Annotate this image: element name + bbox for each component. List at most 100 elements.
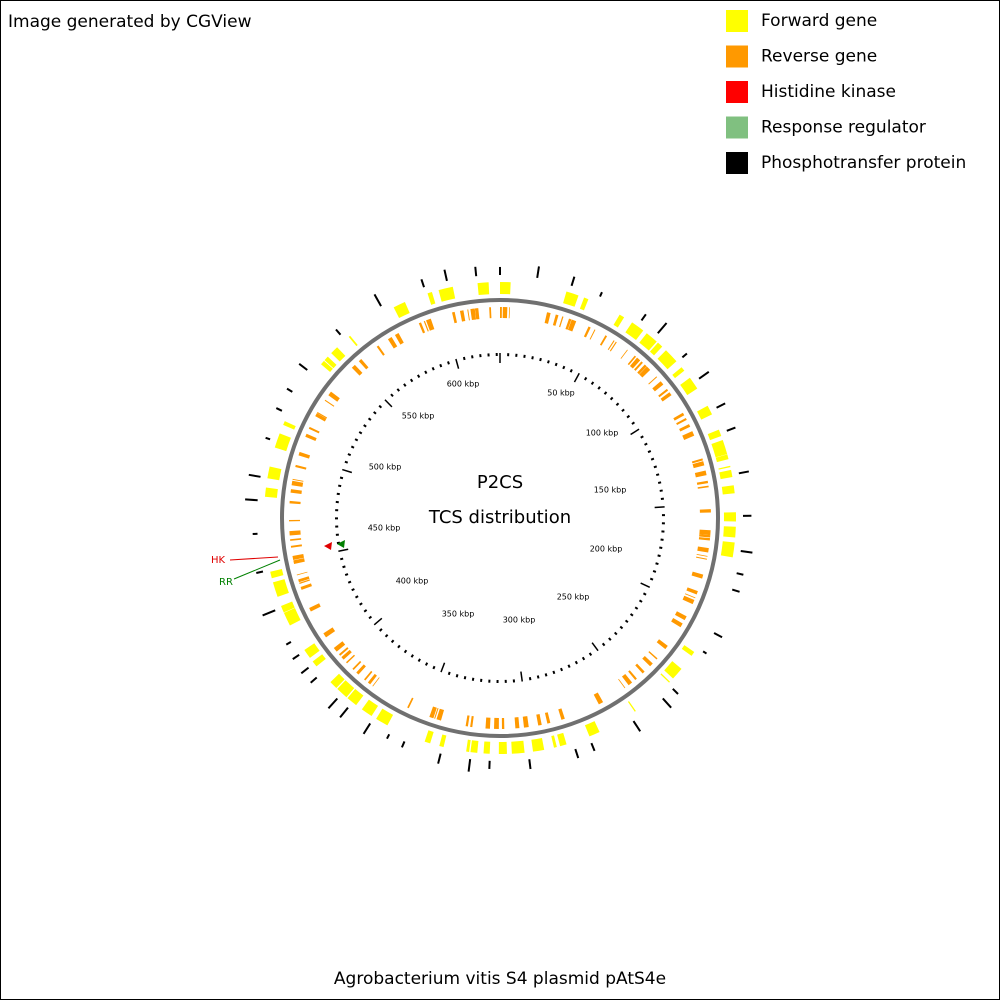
- scale-tick: [547, 360, 550, 364]
- reverse-gene: [292, 478, 304, 482]
- scale-tick: [373, 411, 377, 415]
- scale-tick: [528, 677, 532, 681]
- backbone: [280, 298, 720, 738]
- reverse-gene: [552, 314, 559, 326]
- legend-swatch: [726, 116, 748, 139]
- reverse-gene: [502, 307, 508, 319]
- reverse-gene: [500, 307, 502, 319]
- legend-label: Response regulator: [761, 118, 926, 138]
- outer-tick: [681, 352, 688, 359]
- forward-gene: [531, 738, 545, 752]
- scale-tick: [590, 381, 595, 385]
- scale-tick: [531, 356, 534, 360]
- reverse-gene: [323, 627, 336, 638]
- scale-tick: [432, 665, 436, 670]
- scale-tick: [560, 667, 564, 672]
- outer-tick: [420, 278, 425, 288]
- outer-tick: [327, 697, 339, 710]
- scale-tick: [573, 372, 580, 383]
- scale-tick: [597, 386, 601, 390]
- rr-marker: [337, 540, 345, 548]
- scale-tick: [567, 664, 571, 668]
- scale-tick: [654, 506, 665, 509]
- outer-tick: [599, 291, 603, 297]
- outer-tick: [443, 269, 448, 282]
- reverse-gene: [309, 603, 321, 612]
- forward-gene: [723, 526, 736, 538]
- outer-tick: [373, 293, 382, 307]
- scale-tick: [638, 599, 643, 603]
- scale-label: 600 kbp: [447, 380, 480, 389]
- reverse-gene: [328, 391, 340, 402]
- outer-tick: [632, 720, 642, 732]
- scale-tick: [642, 592, 647, 596]
- outer-tick: [386, 733, 391, 740]
- outer-tick: [248, 473, 261, 478]
- outer-tick: [731, 588, 740, 593]
- forward-gene: [625, 322, 644, 341]
- scale-tick: [583, 376, 588, 381]
- reverse-gene: [567, 319, 577, 332]
- reverse-gene: [298, 451, 311, 459]
- reverse-gene: [508, 307, 511, 319]
- reverse-gene: [376, 345, 385, 356]
- forward-gene: [331, 347, 346, 362]
- outer-tick: [736, 572, 744, 576]
- reverse-gene: [289, 530, 301, 536]
- outer-tick: [400, 741, 406, 748]
- reverse-gene: [648, 376, 658, 385]
- forward-gene: [707, 429, 722, 441]
- outer-tick: [256, 570, 264, 575]
- scale-tick: [347, 453, 352, 457]
- legend-swatch: [726, 152, 748, 174]
- scale-tick: [539, 357, 542, 362]
- scale-tick: [396, 388, 401, 392]
- forward-gene: [711, 440, 728, 458]
- reverse-gene: [467, 309, 470, 321]
- reverse-gene: [522, 716, 529, 728]
- scale-label: 200 kbp: [590, 545, 623, 554]
- reverse-gene: [289, 500, 301, 505]
- scale-tick: [338, 548, 349, 552]
- forward-gene: [470, 740, 479, 753]
- forward-gene: [330, 673, 345, 689]
- scale-tick: [608, 637, 612, 641]
- scale-tick: [378, 404, 383, 409]
- reverse-gene: [559, 316, 564, 328]
- reverse-gene: [634, 361, 643, 371]
- reverse-gene: [293, 558, 305, 565]
- outer-tick: [262, 609, 276, 617]
- forward-gene: [427, 292, 436, 305]
- scale-tick: [344, 460, 349, 464]
- reverse-gene: [679, 424, 691, 432]
- scale-tick: [581, 656, 586, 661]
- outer-tick: [437, 753, 442, 764]
- scale-tick: [351, 588, 355, 592]
- reverse-gene: [593, 692, 604, 705]
- reverse-gene: [434, 707, 439, 719]
- reverse-gene: [305, 433, 317, 441]
- forward-gene: [438, 286, 456, 302]
- outer-tick: [672, 688, 679, 695]
- forward-gene: [466, 739, 471, 752]
- outer-tick: [574, 748, 580, 759]
- legend-label: Reverse gene: [761, 47, 877, 67]
- scale-tick: [350, 445, 355, 449]
- scale-label: 500 kbp: [369, 463, 402, 472]
- forward-gene: [720, 541, 735, 558]
- outer-tick: [726, 426, 736, 432]
- forward-gene: [264, 487, 278, 498]
- scale-tick: [403, 649, 408, 654]
- reverse-gene: [628, 670, 637, 680]
- forward-gene: [563, 291, 579, 307]
- scale-tick: [417, 658, 421, 663]
- outer-tick: [467, 759, 472, 772]
- reverse-gene: [423, 320, 429, 332]
- reverse-gene: [699, 509, 711, 513]
- scale-tick: [629, 613, 634, 617]
- scale-tick: [634, 606, 639, 610]
- forward-gene: [680, 377, 698, 396]
- forward-gene: [439, 734, 447, 748]
- outer-tick: [662, 697, 672, 709]
